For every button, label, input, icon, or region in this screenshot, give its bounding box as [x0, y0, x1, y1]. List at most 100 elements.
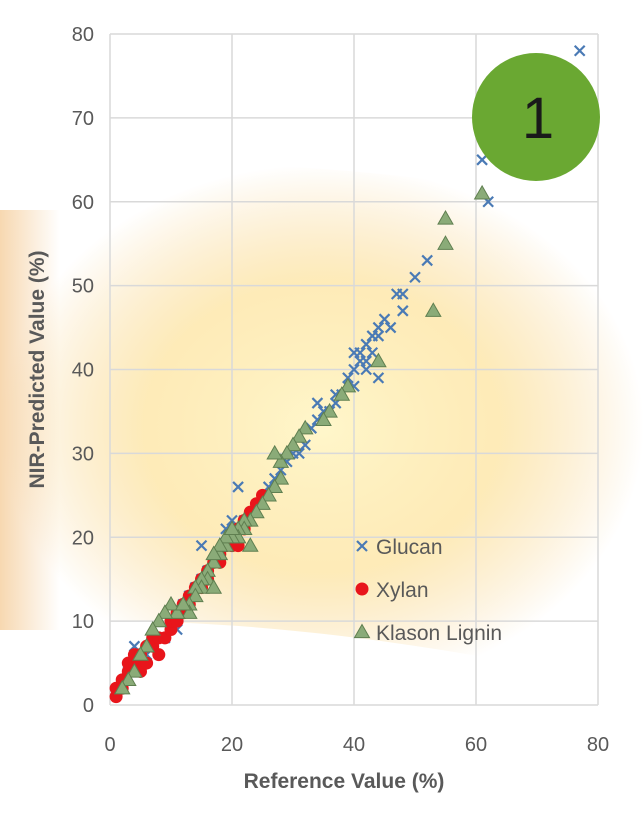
data-point: [360, 338, 372, 351]
legend: Glucan Xylan Klason Lignin: [353, 536, 502, 645]
data-point: [421, 254, 433, 267]
data-point: [132, 646, 149, 661]
y-tick-label: 10: [72, 611, 94, 633]
x-mark-stroke: [409, 271, 421, 284]
legend-label: Xylan: [376, 579, 429, 602]
data-point: [290, 428, 308, 443]
grid-layer: [109, 33, 599, 706]
x-mark-stroke: [397, 305, 409, 317]
data-point: [378, 313, 391, 325]
data-point: [272, 453, 290, 468]
y-tick-label: 0: [83, 695, 94, 717]
data-point: [296, 419, 314, 435]
x-mark-stroke: [378, 313, 391, 325]
background-swoosh: [0, 164, 644, 691]
x-tick-label: 60: [465, 734, 487, 756]
x-mark-stroke: [356, 540, 368, 552]
data-point: [113, 679, 131, 695]
legend-marker-circle: [355, 582, 369, 596]
data-point: [339, 377, 357, 393]
data-point: [390, 288, 403, 300]
y-tick-label: 40: [72, 360, 94, 382]
data-point: [241, 537, 259, 552]
y-tick-label: 80: [72, 24, 94, 46]
data-point: [168, 604, 186, 619]
data-point: [174, 595, 192, 611]
y-tick-label: 20: [72, 527, 94, 549]
data-point: [162, 595, 180, 611]
x-mark-stroke: [311, 397, 324, 409]
data-point: [384, 321, 397, 334]
data-point: [366, 330, 379, 342]
data-point: [195, 539, 208, 552]
series-klason-lignin: [113, 184, 491, 695]
data-point: [321, 402, 338, 418]
data-point: [180, 604, 198, 619]
x-tick-label: 40: [343, 734, 365, 756]
x-mark-stroke: [366, 346, 379, 359]
data-point: [150, 612, 168, 628]
y-axis-title: NIR-Predicted Value (%): [26, 250, 49, 488]
x-mark-stroke: [390, 288, 403, 300]
x-mark-stroke: [421, 254, 433, 267]
x-mark-stroke: [348, 346, 360, 359]
data-point: [476, 154, 488, 166]
data-point: [409, 271, 421, 284]
legend-marker-x: [356, 540, 368, 552]
legend-label: Klason Lignin: [376, 622, 502, 645]
data-point: [156, 604, 174, 619]
data-point: [205, 579, 223, 594]
data-point: [260, 486, 277, 502]
x-mark-stroke: [360, 355, 372, 367]
data-point: [278, 444, 296, 460]
x-mark-stroke: [360, 363, 372, 376]
background-left-band: [0, 210, 60, 630]
x-mark-stroke: [573, 44, 586, 57]
y-tick-label: 50: [72, 276, 94, 298]
data-point: [370, 352, 387, 368]
x-axis-title: Reference Value (%): [244, 770, 445, 793]
data-point: [573, 44, 586, 57]
legend-label: Glucan: [376, 536, 443, 559]
data-point: [315, 411, 332, 426]
point-layer: [109, 44, 586, 704]
x-mark-stroke: [195, 539, 208, 552]
x-tick-label: 80: [587, 734, 609, 756]
y-tick-label: 60: [72, 192, 94, 214]
data-point: [217, 528, 235, 544]
data-point: [437, 210, 454, 225]
data-point: [205, 553, 223, 569]
x-tick-label: 0: [104, 734, 115, 756]
axis-layer: 0 20 40 60 80 0 10 20 30 40 50 60 70 80 Reference Valu…: [26, 24, 609, 793]
data-point: [187, 587, 204, 603]
step-badge: 1: [472, 53, 600, 181]
y-tick-label: 30: [72, 443, 94, 465]
data-point: [311, 397, 324, 409]
data-point: [254, 495, 271, 510]
y-tick-label: 70: [72, 108, 94, 130]
x-mark-stroke: [372, 372, 385, 384]
data-point: [144, 621, 162, 636]
x-mark-stroke: [476, 154, 488, 166]
data-point: [372, 372, 385, 384]
data-point: [348, 346, 360, 359]
x-mark-stroke: [366, 330, 379, 342]
data-point: [272, 470, 290, 485]
x-mark-stroke: [384, 321, 397, 334]
x-mark-stroke: [360, 338, 372, 351]
data-point: [211, 537, 229, 552]
data-point: [397, 305, 409, 317]
data-point: [232, 481, 244, 493]
x-tick-label: 20: [221, 734, 243, 756]
data-point: [348, 363, 360, 376]
data-point: [119, 671, 137, 686]
data-point: [266, 478, 284, 494]
x-mark-stroke: [372, 321, 385, 334]
data-point: [360, 363, 372, 376]
badge-label: 1: [522, 86, 554, 151]
data-point: [473, 184, 491, 200]
data-point: [333, 386, 351, 401]
data-point: [366, 346, 379, 359]
